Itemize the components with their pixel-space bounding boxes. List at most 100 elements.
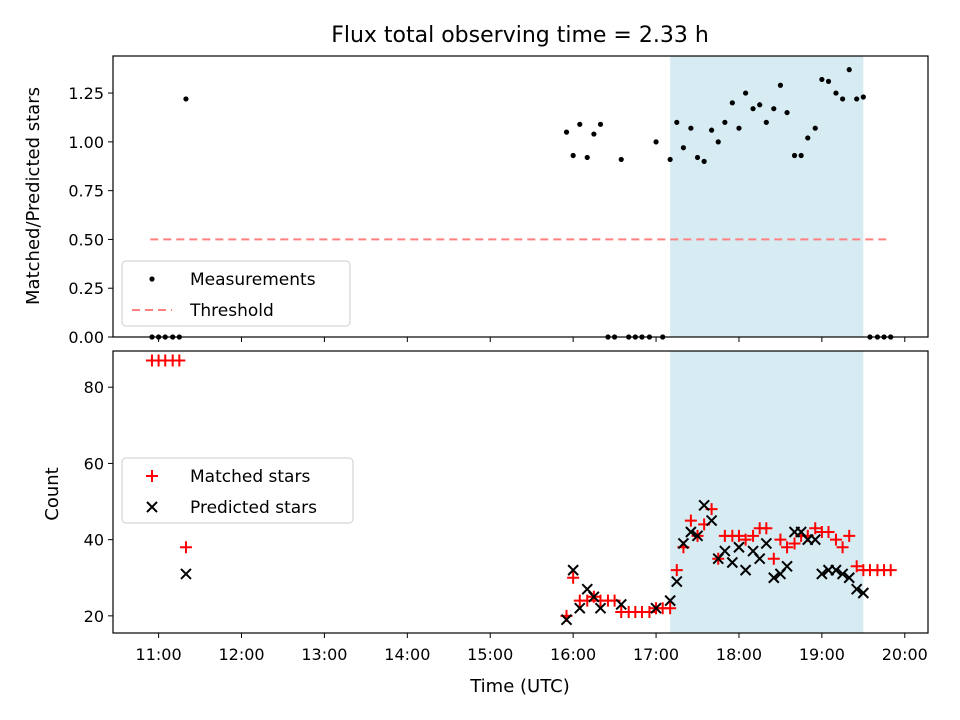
predicted-star-point xyxy=(739,564,752,576)
y-tick-label: 80 xyxy=(84,378,104,397)
bottom-y-axis-label: Count xyxy=(42,467,63,520)
measurement-point xyxy=(680,145,687,151)
predicted-star-point xyxy=(698,499,710,512)
predicted-star-point xyxy=(685,526,697,538)
y-tick-label: 0.00 xyxy=(68,328,104,347)
axes-frame xyxy=(112,55,929,338)
measurement-point xyxy=(819,76,825,83)
legend-box xyxy=(121,260,351,327)
measurement-point xyxy=(840,96,846,102)
predicted-star-point xyxy=(574,602,586,614)
measurement-point xyxy=(784,109,790,116)
matched-star-point xyxy=(774,533,787,546)
measurement-point xyxy=(860,94,866,100)
matched-star-point xyxy=(809,522,822,535)
predicted-star-point xyxy=(836,568,849,580)
measurement-point xyxy=(701,158,707,164)
x-tick-label: 12:00 xyxy=(218,645,264,664)
predicted-star-point xyxy=(781,560,793,573)
predicted-star-point xyxy=(677,537,690,550)
predicted-star-point xyxy=(816,568,828,580)
matched-star-point xyxy=(822,526,835,539)
matched-star-point xyxy=(664,602,677,615)
predicted-star-point xyxy=(719,545,731,557)
x-tick-label: 20:00 xyxy=(882,645,928,664)
measurement-point xyxy=(812,125,818,131)
legend-label: Predicted stars xyxy=(190,498,317,518)
measurement-point xyxy=(653,139,659,145)
measurement-point xyxy=(709,127,715,133)
predicted-star-point xyxy=(857,587,870,599)
predicted-star-point xyxy=(850,583,863,595)
matched-star-point xyxy=(173,354,186,367)
measurement-point xyxy=(570,152,576,159)
measurement-point xyxy=(688,125,694,131)
chart-title: Flux total observing time = 2.33 h xyxy=(331,23,709,48)
measurement-point xyxy=(798,152,804,159)
predicted-star-point xyxy=(664,594,676,607)
matched-star-point xyxy=(670,564,683,577)
measurement-point xyxy=(854,96,860,102)
y-tick-label: 0.25 xyxy=(68,279,104,298)
matched-star-point xyxy=(747,529,760,542)
predicted-star-point xyxy=(594,602,607,614)
axes-frame xyxy=(112,350,929,634)
measurement-point xyxy=(618,156,624,163)
measurement-point xyxy=(729,100,735,106)
measurement-point xyxy=(722,119,728,125)
y-tick-label: 1.25 xyxy=(68,84,104,103)
predicted-star-point xyxy=(615,598,627,611)
x-tick-label: 14:00 xyxy=(384,645,430,664)
y-tick-label: 0.75 xyxy=(68,182,104,201)
measurement-point xyxy=(833,90,839,96)
matched-star-point xyxy=(767,552,780,565)
x-tick-label: 17:00 xyxy=(633,645,679,664)
matched-star-point xyxy=(567,571,580,584)
legend-measurements-marker xyxy=(149,276,155,282)
measurement-point xyxy=(715,139,721,145)
predicted-star-point xyxy=(705,514,718,527)
y-tick-label: 60 xyxy=(84,454,104,473)
measurement-point xyxy=(777,82,784,88)
measurement-point xyxy=(825,78,832,84)
top-y-axis-label: Matched/Predicted stars xyxy=(23,87,44,305)
measurement-point xyxy=(736,125,742,131)
y-tick-label: 40 xyxy=(84,531,104,550)
predicted-star-point xyxy=(760,537,773,550)
x-tick-label: 18:00 xyxy=(716,645,762,664)
y-tick-label: 1.00 xyxy=(68,133,104,152)
x-axis-label: Time (UTC) xyxy=(469,676,570,697)
predicted-star-point xyxy=(830,564,842,576)
measurement-point xyxy=(563,129,570,135)
x-tick-label: 13:00 xyxy=(301,645,347,664)
x-tick-label: 16:00 xyxy=(550,645,596,664)
legend: Measurements Threshold xyxy=(121,260,351,327)
measurement-point xyxy=(674,119,680,125)
predicted-star-point xyxy=(567,564,579,576)
matched-star-point xyxy=(829,533,842,546)
x-tick-label: 11:00 xyxy=(136,645,182,664)
x-tick-label: 15:00 xyxy=(467,645,513,664)
legend: Matched stars Predicted stars xyxy=(121,457,354,524)
predicted-star-point xyxy=(560,613,573,626)
matched-star-point xyxy=(760,522,773,535)
predicted-star-point xyxy=(809,533,821,546)
observing-window-shade xyxy=(670,56,864,337)
predicted-star-point xyxy=(650,602,662,614)
y-tick-label: 20 xyxy=(84,607,104,626)
predicted-star-point xyxy=(726,556,739,569)
matched-star-point xyxy=(884,564,897,577)
measurement-point xyxy=(183,96,189,102)
measurement-point xyxy=(694,154,701,161)
x-tick-label: 19:00 xyxy=(799,645,845,664)
predicted-star-point xyxy=(843,572,855,584)
predicted-star-point xyxy=(588,591,600,603)
legend-label: Threshold xyxy=(189,301,274,321)
predicted-star-point xyxy=(671,575,683,588)
matched-star-point xyxy=(788,537,801,550)
measurement-point xyxy=(805,135,811,141)
measurement-point xyxy=(750,106,756,112)
measurement-point xyxy=(584,154,590,161)
predicted-star-point xyxy=(691,530,704,542)
